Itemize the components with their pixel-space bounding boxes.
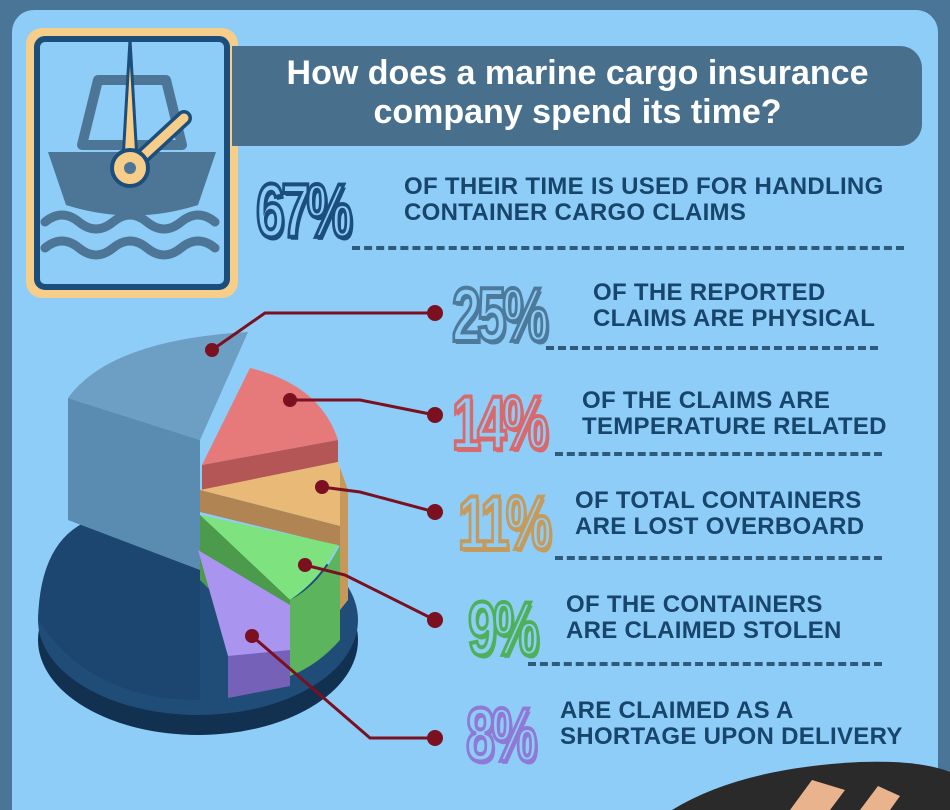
stat-value-shortage: 8% — [465, 693, 566, 778]
stat-desc-shortage: ARE CLAIMED AS A SHORTAGE UPON DELIVERY — [560, 698, 903, 750]
divider — [555, 452, 882, 456]
pie-slice-stolen — [200, 515, 338, 600]
stat-percent: 9% — [467, 587, 541, 672]
title-line-1: How does a marine cargo insurance — [286, 54, 869, 92]
stat-value-overboard: 11% — [457, 481, 591, 566]
stat-desc-line: OF THE CLAIMS ARE — [582, 387, 831, 414]
leader-dot — [298, 558, 312, 572]
corner-figure-hand — [790, 780, 845, 810]
stat-desc-line: ARE CLAIMED STOLEN — [566, 617, 842, 644]
leader-dot — [427, 504, 443, 520]
leader-dot — [205, 343, 219, 357]
leader-lines — [211, 311, 436, 740]
pie-slice-temperature-side — [202, 440, 338, 490]
stat-desc-container-claims: OF THEIR TIME IS USED FOR HANDLING CONTA… — [404, 174, 884, 226]
stat-value-container-claims: 67% — [255, 169, 393, 254]
stat-desc-line: ARE CLAIMED AS A — [560, 697, 794, 724]
stat-desc-line: ARE LOST OVERBOARD — [575, 513, 865, 540]
stat-value-temperature: 14% — [451, 381, 589, 466]
stat-percent: 25% — [451, 273, 550, 358]
leader-dot — [427, 407, 443, 423]
leader-dot — [427, 305, 443, 321]
leader-line-shortage — [251, 634, 435, 740]
stat-desc-line: OF THE REPORTED — [593, 279, 826, 306]
corner-figure-hand — [860, 786, 900, 810]
pie-rim-stolen — [290, 545, 340, 676]
stat-percent: 14% — [451, 381, 550, 466]
leader-line-overboard — [321, 485, 436, 514]
waves-icon — [40, 210, 220, 260]
divider — [546, 346, 878, 350]
stat-percent: 67% — [255, 169, 354, 254]
stat-desc-temperature: OF THE CLAIMS ARE TEMPERATURE RELATED — [582, 388, 887, 440]
pie-slice-temperature — [202, 368, 338, 465]
divider — [528, 662, 882, 666]
leader-line-physical — [211, 311, 435, 352]
stat-desc-line: OF THE CONTAINERS — [566, 591, 823, 618]
stat-desc-line: CLAIMS ARE PHYSICAL — [593, 305, 876, 332]
leader-line-stolen — [304, 563, 436, 622]
stat-value-physical: 25% — [451, 273, 589, 358]
stat-desc-line: CONTAINER CARGO CLAIMS — [404, 199, 747, 226]
divider — [352, 246, 904, 250]
page-title: How does a marine cargo insurance compan… — [240, 54, 915, 132]
stat-value-stolen: 9% — [467, 587, 568, 672]
leader-dots — [205, 305, 443, 746]
stat-desc-stolen: OF THE CONTAINERS ARE CLAIMED STOLEN — [566, 592, 842, 644]
title-bar — [232, 46, 922, 146]
leader-dot — [315, 480, 329, 494]
stat-percent: 11% — [457, 481, 554, 566]
leader-dot — [283, 393, 297, 407]
ship-clock-icon — [26, 28, 238, 298]
stat-desc-line: OF THEIR TIME IS USED FOR HANDLING — [404, 173, 884, 200]
leader-dot — [427, 612, 443, 628]
stat-desc-overboard: OF TOTAL CONTAINERS ARE LOST OVERBOARD — [575, 488, 864, 540]
pie-slice-shortage — [198, 550, 290, 658]
stat-desc-line: TEMPERATURE RELATED — [582, 413, 887, 440]
stat-percent: 8% — [465, 693, 539, 778]
pie-chart — [38, 332, 358, 735]
leader-dot — [245, 629, 259, 643]
title-line-2: company spend its time? — [373, 93, 782, 131]
pie-slice-container-claims-top — [38, 520, 200, 700]
leader-line-temperature — [290, 398, 436, 417]
pie-slice-physical — [68, 332, 248, 440]
stat-desc-line: OF TOTAL CONTAINERS — [575, 487, 862, 514]
stat-desc-physical: OF THE REPORTED CLAIMS ARE PHYSICAL — [593, 280, 875, 332]
pie-slice-overboard-side — [200, 490, 340, 546]
pie-slice-physical-side — [68, 398, 200, 570]
leader-dot — [427, 730, 443, 746]
divider — [555, 556, 882, 560]
stat-desc-line: SHORTAGE UPON DELIVERY — [560, 723, 903, 750]
pie-slice-overboard — [200, 462, 345, 526]
pie-slice-shortage-side — [228, 650, 290, 698]
